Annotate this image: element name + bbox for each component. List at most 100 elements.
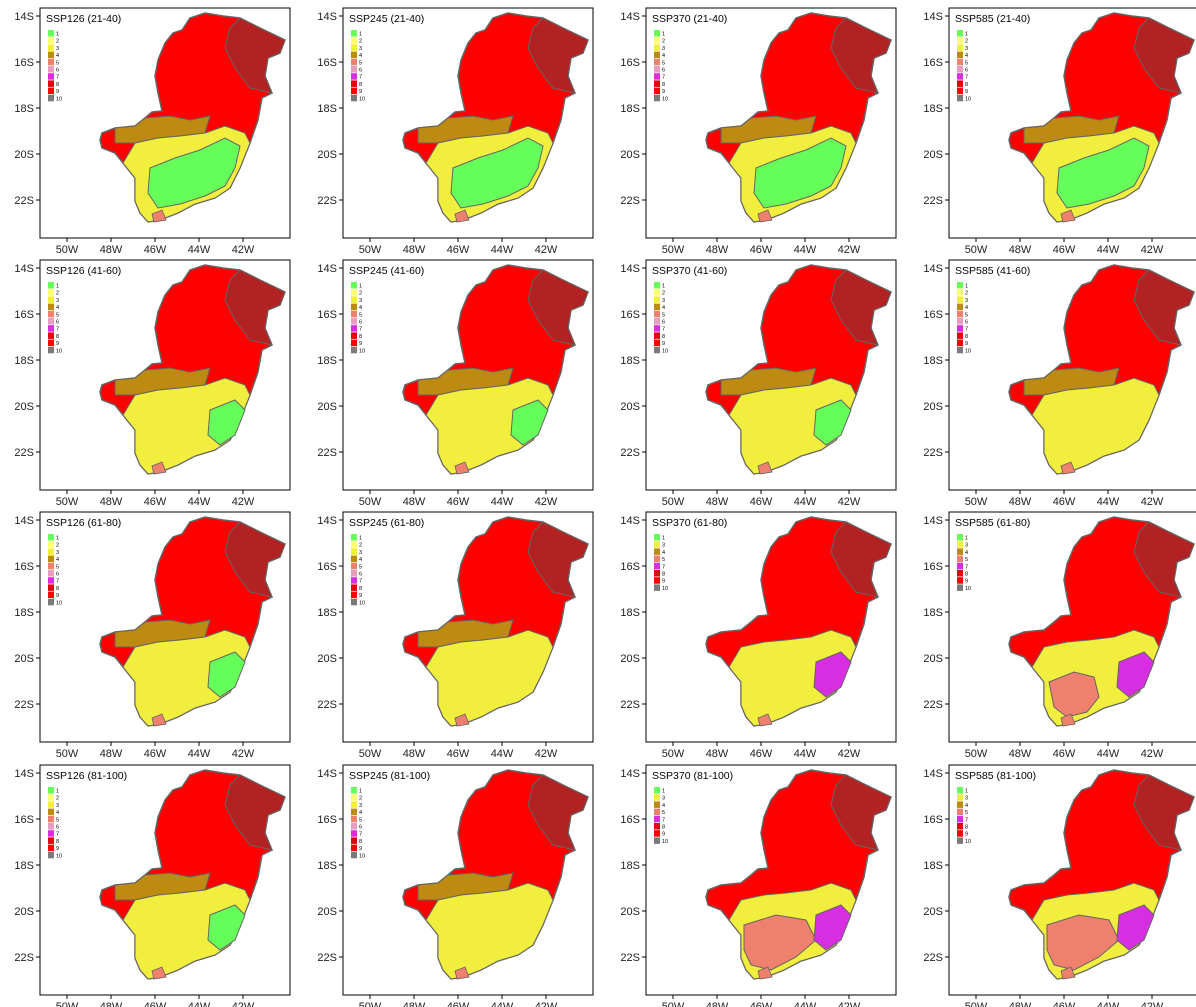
y-tick-label: 18S <box>14 860 34 872</box>
y-tick-label: 20S <box>317 906 337 918</box>
legend-label: 5 <box>965 810 968 816</box>
legend-label: 9 <box>359 593 362 599</box>
y-tick-label: 16S <box>620 309 640 321</box>
legend-label: 8 <box>56 586 59 592</box>
legend-swatch <box>957 548 963 555</box>
x-tick-label: 44W <box>794 1001 817 1007</box>
legend-label: 1 <box>56 284 59 290</box>
legend-label: 4 <box>965 53 968 59</box>
map-panel: SSP245 (61-80) 1 2 3 4 5 6 7 8 9 10 14S 16S 18S 20S 22S… <box>303 504 593 744</box>
map-svg: SSP370 (41-60)1234567891014S16S18S20S22S… <box>606 252 896 502</box>
x-tick-label: 46W <box>447 1001 470 1007</box>
legend-swatch <box>351 534 357 541</box>
legend-swatch <box>48 289 54 296</box>
legend-label: 4 <box>662 550 665 556</box>
legend-label: 6 <box>965 320 968 326</box>
legend-label: 5 <box>662 810 665 816</box>
legend-label: 8 <box>662 334 665 340</box>
legend-swatch <box>957 30 963 37</box>
legend-label: 9 <box>56 846 59 852</box>
legend-swatch <box>957 296 963 303</box>
y-tick-label: 22S <box>620 699 640 711</box>
legend-label: 10 <box>359 853 365 859</box>
x-tick-label: 46W <box>750 1001 773 1007</box>
legend-swatch <box>957 289 963 296</box>
legend-label: 1 <box>359 284 362 290</box>
legend-label: 3 <box>359 298 362 304</box>
y-tick-label: 22S <box>620 195 640 207</box>
legend-label: 2 <box>56 291 59 297</box>
y-tick-label: 22S <box>620 952 640 964</box>
legend-label: 3 <box>662 543 665 549</box>
legend-label: 4 <box>662 803 665 809</box>
legend-label: 9 <box>965 89 968 95</box>
legend-label: 3 <box>965 46 968 52</box>
x-tick-label: 50W <box>359 1001 382 1007</box>
legend-label: 8 <box>965 572 968 578</box>
legend-swatch <box>654 570 660 577</box>
legend-swatch <box>957 794 963 801</box>
legend-swatch <box>654 801 660 808</box>
y-tick-label: 22S <box>923 952 943 964</box>
legend-label: 4 <box>56 305 59 311</box>
y-tick-label: 22S <box>317 447 337 459</box>
legend-swatch <box>48 584 54 591</box>
y-tick-label: 14S <box>620 11 640 23</box>
legend-swatch <box>654 52 660 59</box>
legend-swatch <box>654 95 660 102</box>
y-tick-label: 14S <box>317 263 337 275</box>
legend-label: 6 <box>56 572 59 578</box>
legend-swatch <box>654 837 660 844</box>
y-tick-label: 18S <box>923 103 943 115</box>
legend-label: 7 <box>359 832 362 838</box>
map-svg: SSP245 (21-40)1234567891014S16S18S20S22S… <box>303 0 593 250</box>
legend-label: 4 <box>359 810 362 816</box>
legend-label: 10 <box>56 348 62 354</box>
legend-swatch <box>351 852 357 859</box>
legend-label: 3 <box>56 803 59 809</box>
panel-title: SSP370 (21-40) <box>652 13 727 25</box>
legend-label: 5 <box>56 564 59 570</box>
legend-label: 6 <box>662 68 665 74</box>
legend-swatch <box>48 95 54 102</box>
legend-swatch <box>957 52 963 59</box>
legend-swatch <box>654 534 660 541</box>
panel-title: SSP245 (41-60) <box>349 265 424 277</box>
legend-swatch <box>654 823 660 830</box>
y-tick-label: 18S <box>14 607 34 619</box>
legend-swatch <box>351 95 357 102</box>
map-svg: SSP245 (81-100)1234567891014S16S18S20S22… <box>303 757 593 1007</box>
x-tick-label: 50W <box>662 1001 685 1007</box>
legend-swatch <box>654 556 660 563</box>
y-tick-label: 14S <box>923 515 943 527</box>
legend-label: 8 <box>56 334 59 340</box>
legend-label: 9 <box>662 579 665 585</box>
y-tick-label: 20S <box>14 906 34 918</box>
legend-swatch <box>48 80 54 87</box>
legend-label: 10 <box>965 348 971 354</box>
legend-swatch <box>48 570 54 577</box>
legend-swatch <box>957 80 963 87</box>
legend-swatch <box>957 801 963 808</box>
map-panel: SSP585 (21-40) 1 2 3 4 5 6 7 8 9 10 14S 16S 18S 20S 22S… <box>909 0 1196 240</box>
legend-label: 9 <box>359 89 362 95</box>
y-tick-label: 22S <box>620 447 640 459</box>
legend-swatch <box>48 73 54 80</box>
legend-label: 4 <box>56 557 59 563</box>
legend-swatch <box>351 66 357 73</box>
legend-swatch <box>957 304 963 311</box>
legend-swatch <box>957 816 963 823</box>
y-tick-label: 14S <box>620 768 640 780</box>
legend-swatch <box>48 837 54 844</box>
legend-swatch <box>48 44 54 51</box>
legend-label: 8 <box>56 82 59 88</box>
y-tick-label: 20S <box>14 401 34 413</box>
x-tick-label: 50W <box>56 1001 79 1007</box>
legend-label: 1 <box>965 536 968 542</box>
y-tick-label: 22S <box>923 195 943 207</box>
legend-label: 6 <box>359 320 362 326</box>
y-tick-label: 18S <box>620 607 640 619</box>
legend-swatch <box>654 787 660 794</box>
legend-label: 10 <box>662 348 668 354</box>
legend-swatch <box>957 584 963 591</box>
